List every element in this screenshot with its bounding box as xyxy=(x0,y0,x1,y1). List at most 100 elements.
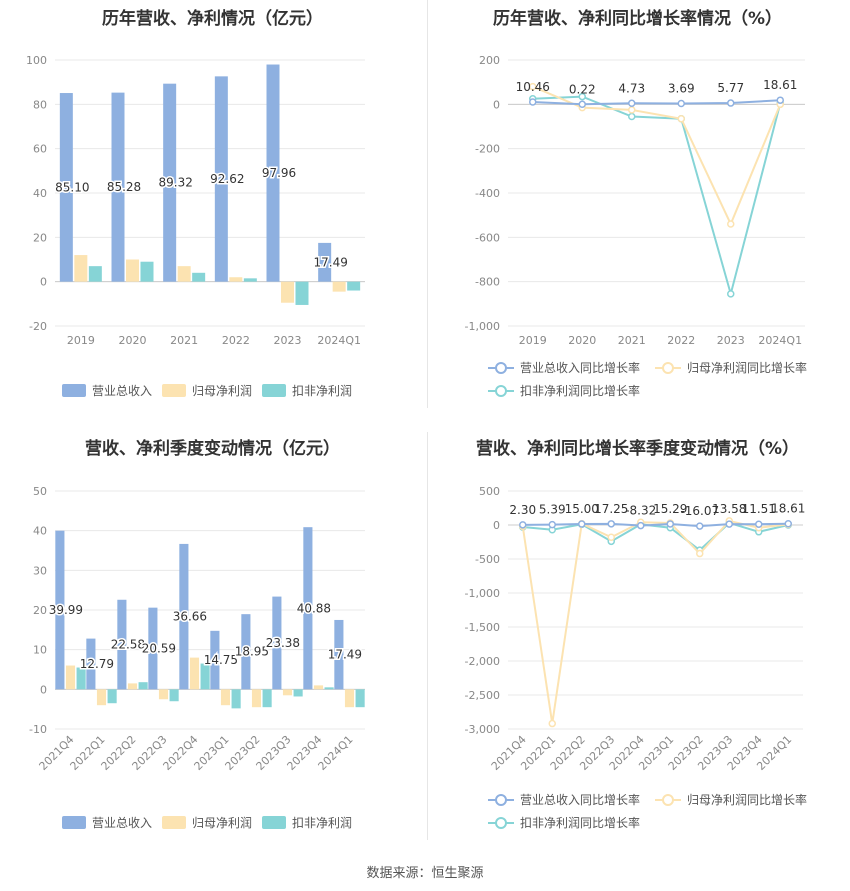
bar-revenue xyxy=(214,76,228,282)
y-tick-label: -2,500 xyxy=(465,689,500,702)
bar-revenue xyxy=(241,614,251,690)
point xyxy=(677,99,685,108)
point xyxy=(727,99,735,107)
data-label: 3.69 xyxy=(668,82,695,96)
bar-deducted-profit xyxy=(262,689,272,708)
bar-revenue xyxy=(318,242,332,282)
data-label: 18.61 xyxy=(771,502,805,516)
y-tick-label: 80 xyxy=(33,98,47,111)
vertical-separator-top xyxy=(427,0,428,408)
chart-panel-annual-growth: 历年营收、净利同比增长率情况（%） -1,000 -800 -600 -400 -200… xyxy=(425,0,850,410)
point xyxy=(776,96,784,104)
data-source-text: 数据来源：恒生聚源 xyxy=(366,866,484,881)
legend-swatch xyxy=(62,816,86,829)
series-line xyxy=(521,519,789,724)
bar-revenue xyxy=(334,619,344,690)
point xyxy=(696,549,704,558)
bar-revenue xyxy=(111,92,125,282)
bar-deducted-profit xyxy=(76,667,86,690)
bar-revenue xyxy=(179,543,189,690)
bar-deducted-profit xyxy=(324,687,334,690)
y-tick-label: -3,000 xyxy=(465,723,500,736)
bar-net-profit xyxy=(74,255,88,282)
data-label: 85.28 xyxy=(107,180,141,194)
y-tick-label: 40 xyxy=(33,187,47,200)
x-tick-label: 2024Q1 xyxy=(317,334,361,347)
point xyxy=(637,521,645,530)
chart-title: 历年营收、净利情况（亿元） xyxy=(102,9,323,29)
bars xyxy=(55,527,365,709)
y-tick-label: -500 xyxy=(475,553,500,566)
data-label: 14.75 xyxy=(204,653,238,667)
x-axis: 2019 2020 2021 2022 2023 2024Q1 xyxy=(519,334,802,347)
point xyxy=(628,112,636,121)
point xyxy=(755,520,763,528)
bar-revenue xyxy=(117,599,127,690)
series-line xyxy=(532,95,782,298)
bar-net-profit xyxy=(251,689,262,708)
legend: 营业总收入 归母净利润 扣非净利润 xyxy=(62,816,352,830)
point xyxy=(529,98,537,106)
data-label: 20.59 xyxy=(142,641,176,655)
point xyxy=(578,92,586,101)
chart-title: 历年营收、净利同比增长率情况（%） xyxy=(492,9,783,29)
y-axis: -1,000 -800 -600 -400 -200 0 200 xyxy=(465,54,805,333)
bar-net-profit xyxy=(344,689,355,708)
legend-swatch xyxy=(62,384,86,397)
data-label: 97.96 xyxy=(262,166,296,180)
chart-svg: -1,000 -800 -600 -400 -200 0 200 10.46 0.22 4.73 3… xyxy=(465,54,807,398)
x-tick-label: 2022 xyxy=(667,334,695,347)
series-net-profit-growth xyxy=(529,82,784,228)
y-tick-label: -1,000 xyxy=(465,320,500,333)
series-deducted-profit-growth xyxy=(529,92,784,298)
chart-title: 营收、净利同比增长率季度变动情况（%） xyxy=(475,439,800,459)
x-axis: 2021Q42022Q12022Q22022Q32022Q42023Q12023… xyxy=(489,733,795,773)
bar-revenue xyxy=(210,630,220,690)
data-label: 22.58 xyxy=(111,638,145,652)
data-label: -8.32 xyxy=(625,504,656,518)
chart-svg: -20 0 20 40 60 80 100 85.10 85.28 89.32 92.62 97.96… xyxy=(26,54,365,398)
bar-net-profit xyxy=(96,689,107,706)
point xyxy=(578,100,586,109)
x-tick-label: 2019 xyxy=(519,334,547,347)
data-label: 13.58 xyxy=(712,502,746,516)
bar-net-profit xyxy=(313,685,324,690)
y-tick-label: 0 xyxy=(493,519,500,532)
bar-revenue xyxy=(272,596,282,690)
point xyxy=(519,521,527,529)
legend-label: 归母净利润 xyxy=(192,816,252,830)
legend-label: 营业总收入 xyxy=(92,816,152,830)
series-line xyxy=(532,99,781,106)
bar-net-profit xyxy=(189,657,200,690)
bar-net-profit xyxy=(220,689,231,706)
point xyxy=(578,520,586,528)
point xyxy=(666,520,674,528)
x-tick-label: 2019 xyxy=(67,334,95,347)
x-tick-label: 2023 xyxy=(274,334,302,347)
y-tick-label: -600 xyxy=(475,231,500,244)
x-tick-label: 2021 xyxy=(170,334,198,347)
y-tick-label: 60 xyxy=(33,143,47,156)
legend-swatch xyxy=(162,816,186,829)
point xyxy=(628,99,636,108)
data-label: 17.25 xyxy=(594,502,628,516)
legend-label: 营业总收入同比增长率 xyxy=(520,792,640,807)
legend-marker xyxy=(495,817,507,829)
point xyxy=(784,519,792,528)
point xyxy=(607,533,615,541)
bar-net-profit xyxy=(126,259,139,282)
bar-net-profit xyxy=(127,683,138,690)
series-revenue-growth xyxy=(529,96,784,109)
bar-net-profit xyxy=(281,281,294,303)
y-tick-label: -10 xyxy=(29,723,47,736)
y-tick-label: 50 xyxy=(33,485,47,498)
point xyxy=(529,82,537,91)
chart-panel-quarterly-values: 营收、净利季度变动情况（亿元） -10 0 10 20 30 40 50 39.99 12.79… xyxy=(0,428,425,848)
x-tick-label: 2024Q1 xyxy=(316,733,356,773)
bar-revenue xyxy=(266,64,280,282)
series-line xyxy=(522,522,789,528)
bar-net-profit xyxy=(229,277,243,282)
